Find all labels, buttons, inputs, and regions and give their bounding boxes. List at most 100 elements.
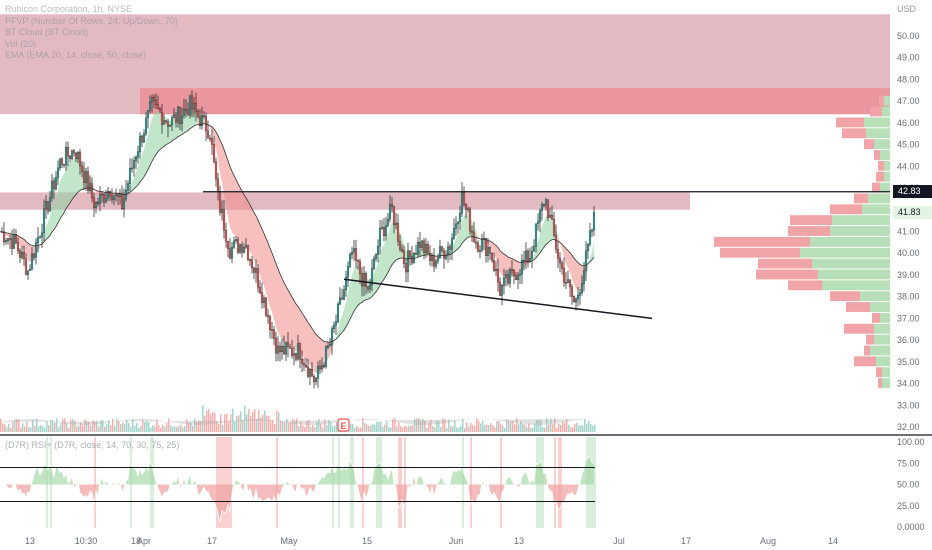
volume-bar bbox=[28, 426, 30, 432]
rsi-fill-segment bbox=[218, 484, 220, 522]
volume-bar bbox=[36, 418, 38, 432]
volume-bar bbox=[410, 426, 412, 432]
volume-profile-down-bar bbox=[758, 258, 812, 269]
candle-body bbox=[148, 102, 152, 111]
candle-body bbox=[236, 239, 240, 253]
candle-body bbox=[210, 138, 214, 145]
candle-body bbox=[492, 260, 496, 271]
volume-bar bbox=[482, 420, 484, 432]
candle-body bbox=[268, 316, 272, 330]
volume-bar bbox=[90, 425, 92, 432]
volume-bar bbox=[402, 427, 404, 432]
candle-body bbox=[226, 241, 230, 249]
rsi-fill-segment bbox=[134, 468, 136, 485]
rsi-oversold-highlight bbox=[470, 437, 472, 528]
cloud-segment bbox=[316, 334, 318, 374]
volume-bar bbox=[404, 425, 406, 432]
volume-bar bbox=[204, 415, 206, 432]
rsi-fill-segment bbox=[462, 464, 464, 485]
volume-bar bbox=[146, 420, 148, 432]
rsi-fill-segment bbox=[562, 484, 564, 503]
cloud-segment bbox=[158, 110, 160, 152]
cloud-segment bbox=[222, 144, 224, 195]
candle-body bbox=[266, 315, 270, 317]
volume-bar bbox=[422, 418, 424, 432]
cloud-segment bbox=[62, 174, 64, 216]
cloud-segment bbox=[46, 222, 48, 240]
cloud-segment bbox=[550, 215, 552, 242]
candle-body bbox=[360, 273, 364, 287]
rsi-fill-segment bbox=[82, 484, 84, 498]
cloud-segment bbox=[242, 191, 244, 245]
volume-bar bbox=[240, 411, 242, 432]
price-axis-tick: 37.00 bbox=[897, 313, 920, 323]
volume-bar bbox=[542, 427, 544, 432]
volume-bar bbox=[246, 414, 248, 432]
candle-body bbox=[42, 208, 46, 234]
time-axis-tick: 17 bbox=[681, 536, 691, 546]
cloud-segment bbox=[518, 261, 520, 276]
candle-body bbox=[556, 249, 560, 259]
cloud-segment bbox=[290, 293, 292, 348]
candle-body bbox=[248, 259, 252, 261]
cloud-segment bbox=[248, 201, 250, 252]
indicator-legend[interactable]: Rubicon Corporation, 1h, NYSE PFVP (Numb… bbox=[5, 4, 178, 62]
volume-bar bbox=[186, 419, 188, 432]
volume-bar bbox=[6, 427, 8, 432]
price-axis-tick: 41.00 bbox=[897, 227, 920, 237]
volume-bar bbox=[536, 420, 538, 432]
volume-bar bbox=[588, 420, 590, 432]
rsi-fill-segment bbox=[160, 484, 162, 498]
volume-profile-down-bar bbox=[720, 247, 800, 258]
cloud-segment bbox=[254, 212, 256, 262]
cloud-segment bbox=[308, 322, 310, 366]
cloud-segment bbox=[502, 252, 504, 277]
volume-bar bbox=[416, 418, 418, 432]
price-axis-tick: 33.00 bbox=[897, 400, 920, 410]
candle-body bbox=[242, 246, 246, 253]
cloud-segment bbox=[144, 141, 146, 177]
candle-body bbox=[262, 297, 266, 303]
volume-profile-down-bar bbox=[844, 323, 874, 334]
candle-body bbox=[94, 202, 98, 208]
rsi-fill-segment bbox=[568, 484, 570, 495]
volume-bar bbox=[458, 427, 460, 432]
candle-body bbox=[376, 246, 380, 255]
candle-body bbox=[330, 328, 334, 345]
rsi-fill-segment bbox=[352, 463, 354, 485]
rsi-axis-tick: 0.0000 bbox=[897, 522, 925, 532]
volume-bar bbox=[532, 427, 534, 432]
candle-body bbox=[150, 97, 154, 103]
cloud-segment bbox=[64, 167, 66, 213]
volume-bar bbox=[222, 425, 224, 432]
candle-body bbox=[200, 115, 204, 127]
volume-bar bbox=[576, 422, 578, 432]
candle-body bbox=[96, 202, 100, 205]
candle-body bbox=[218, 191, 222, 213]
candle-body bbox=[278, 345, 282, 353]
volume-bar bbox=[206, 410, 208, 432]
price-axis-tick: 48.00 bbox=[897, 74, 920, 84]
volume-bar bbox=[570, 427, 572, 432]
volume-profile-down-bar bbox=[879, 95, 884, 106]
candle-body bbox=[356, 260, 360, 262]
rsi-fill-segment bbox=[536, 463, 538, 485]
cloud-segment bbox=[54, 196, 56, 230]
price-axis-tick: 38.00 bbox=[897, 292, 920, 302]
cloud-segment bbox=[506, 255, 508, 278]
candle-body bbox=[508, 269, 512, 284]
volume-bar bbox=[66, 423, 68, 432]
candle-body bbox=[500, 285, 504, 296]
candle-body bbox=[538, 210, 542, 222]
cloud-segment bbox=[458, 229, 460, 249]
rsi-oversold-highlight bbox=[560, 437, 562, 528]
volume-bar bbox=[232, 408, 234, 432]
rsi-fill-segment bbox=[360, 484, 362, 506]
rsi-legend[interactable]: (D7R) RSI+ (D7R, close, 14, 70, 30, 75, … bbox=[5, 440, 180, 450]
candle-body bbox=[46, 201, 50, 212]
candle-body bbox=[388, 204, 392, 220]
volume-bar bbox=[106, 424, 108, 432]
volume-bar bbox=[264, 410, 266, 432]
